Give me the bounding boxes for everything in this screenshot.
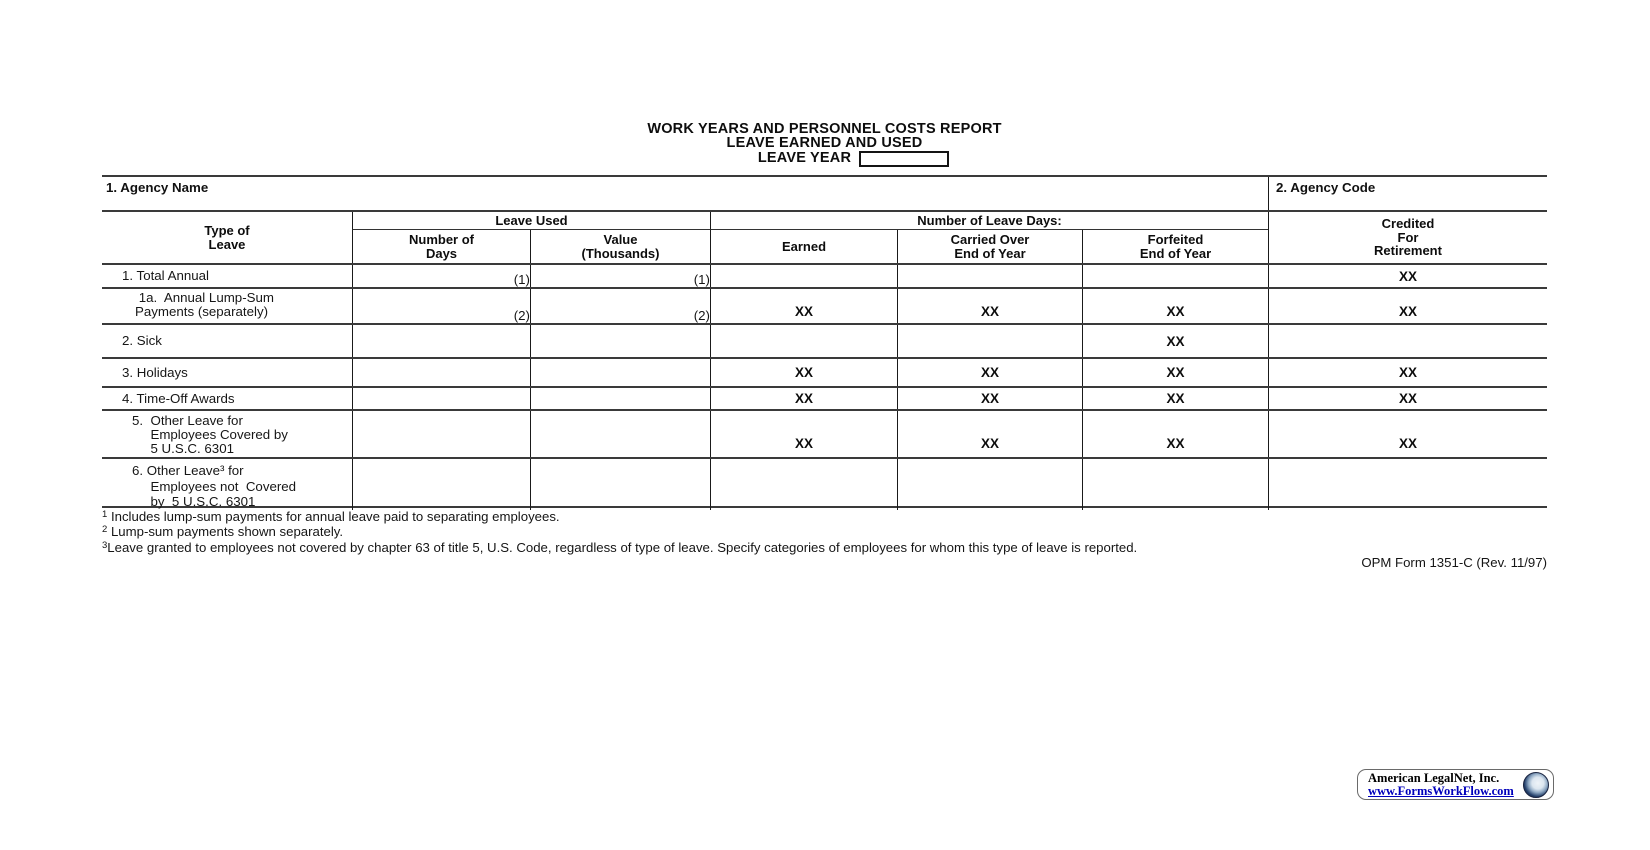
footnote-3-sup: 3 <box>102 539 108 551</box>
row-label: 1a. Annual Lump-Sum Payments (separately… <box>135 290 274 319</box>
cell-value-thousands: (1) <box>530 265 710 287</box>
cell-credited: XX <box>1268 411 1547 457</box>
cell-value-thousands: (2) <box>530 289 710 323</box>
group-header-leave-used: Leave Used <box>352 212 710 230</box>
footnotes: 1 Includes lump-sum payments for annual … <box>102 508 1547 570</box>
cell-credited: XX <box>1268 289 1547 323</box>
agency-row: 1. Agency Name 2. Agency Code <box>102 177 1547 212</box>
col-header-type-of-leave: Type of Leave <box>204 223 250 252</box>
cell-number-of-days[interactable] <box>352 411 530 457</box>
col-header-earned: Earned <box>710 230 897 263</box>
col-header-carried-over: Carried Over End of Year <box>897 230 1082 263</box>
footnote-3: 3Leave granted to employees not covered … <box>102 539 1547 554</box>
cell-forfeited: XX <box>1082 359 1268 386</box>
cell-credited: XX <box>1268 359 1547 386</box>
row-label: 2. Sick <box>122 333 162 348</box>
cell-credited[interactable] <box>1268 325 1547 357</box>
cell-earned[interactable] <box>710 265 897 287</box>
cell-number-of-days[interactable] <box>352 459 530 510</box>
agency-name-label: 1. Agency Name <box>106 180 209 195</box>
cell-number-of-days[interactable] <box>352 388 530 409</box>
cell-earned: XX <box>710 388 897 409</box>
col-header-number-of-days: Number of Days <box>352 230 530 263</box>
form-title-line-2: LEAVE EARNED AND USED <box>726 134 923 151</box>
group-header-leave-days: Number of Leave Days: <box>710 212 1268 230</box>
cell-value-thousands[interactable] <box>530 459 710 510</box>
cell-value-thousands[interactable] <box>530 359 710 386</box>
footnote-1-text: Includes lump-sum payments for annual le… <box>107 509 560 524</box>
cell-carried-over[interactable] <box>897 459 1082 510</box>
cell-value-thousands[interactable] <box>530 388 710 409</box>
table-row-other-leave-covered: 5. Other Leave for Employees Covered by … <box>102 411 1547 459</box>
table-row-time-off-awards: 4. Time-Off Awards XX XX XX XX <box>102 388 1547 411</box>
leave-year-input[interactable] <box>859 150 950 167</box>
footnote-2-sup: 2 <box>102 524 108 536</box>
cell-carried-over: XX <box>897 289 1082 323</box>
col-header-credited-for-retirement: Credited For Retirement <box>1268 212 1547 263</box>
cell-forfeited[interactable] <box>1082 265 1268 287</box>
cell-forfeited[interactable] <box>1082 459 1268 510</box>
cell-credited: XX <box>1268 265 1547 287</box>
cell-forfeited: XX <box>1082 411 1268 457</box>
footnote-1: 1 Includes lump-sum payments for annual … <box>102 508 1547 523</box>
table-row-other-leave-not-covered: 6. Other Leave³ for Employees not Covere… <box>102 459 1547 510</box>
agency-code-label: 2. Agency Code <box>1276 180 1376 195</box>
table-row-annual-lump-sum: 1a. Annual Lump-Sum Payments (separately… <box>102 289 1547 325</box>
leave-year-row: LEAVE YEAR <box>131 149 1576 167</box>
footnote-2: 2 Lump-sum payments shown separately. <box>102 523 1547 538</box>
globe-icon <box>1523 771 1549 798</box>
row-label: 5. Other Leave for Employees Covered by … <box>132 413 288 456</box>
cell-carried-over: XX <box>897 359 1082 386</box>
table-row-sick: 2. Sick XX <box>102 325 1547 359</box>
agency-name-section: 1. Agency Name <box>102 177 1268 210</box>
agency-code-field[interactable] <box>1276 195 1547 205</box>
cell-number-of-days: (2) <box>352 289 530 323</box>
title-block: WORK YEARS AND PERSONNEL COSTS REPORT LE… <box>102 121 1547 167</box>
leave-year-label: LEAVE YEAR <box>757 149 852 166</box>
form-id: OPM Form 1351-C (Rev. 11/97) <box>1361 555 1547 571</box>
cell-forfeited: XX <box>1082 388 1268 409</box>
cell-earned[interactable] <box>710 459 897 510</box>
cell-carried-over[interactable] <box>897 325 1082 357</box>
col-header-forfeited: Forfeited End of Year <box>1082 230 1268 263</box>
footnote-1-sup: 1 <box>102 509 108 520</box>
cell-number-of-days[interactable] <box>352 359 530 386</box>
table-header: Type of Leave Leave Used Number of Leave… <box>102 212 1547 265</box>
cell-number-of-days: (1) <box>352 265 530 287</box>
row-label: 3. Holidays <box>122 364 188 380</box>
leave-table: 1. Agency Name 2. Agency Code Type of Le… <box>102 175 1547 510</box>
vendor-badge: American LegalNet, Inc. www.FormsWorkFlo… <box>1357 769 1554 800</box>
cell-carried-over: XX <box>897 411 1082 457</box>
cell-credited: XX <box>1268 388 1547 409</box>
cell-earned[interactable] <box>710 325 897 357</box>
row-label: 4. Time-Off Awards <box>122 390 235 406</box>
footnote-2-text: Lump-sum payments shown separately. <box>107 524 344 540</box>
vendor-text: American LegalNet, Inc. www.FormsWorkFlo… <box>1358 770 1523 798</box>
cell-earned: XX <box>710 289 897 323</box>
agency-code-section: 2. Agency Code <box>1268 177 1547 210</box>
agency-name-field[interactable] <box>106 195 1268 205</box>
footnote-3-text: Leave granted to employees not covered b… <box>107 539 1138 555</box>
cell-value-thousands[interactable] <box>530 411 710 457</box>
col-header-value-thousands: Value (Thousands) <box>530 230 710 263</box>
row-label: 1. Total Annual <box>122 268 209 283</box>
vendor-link[interactable]: www.FormsWorkFlow.com <box>1368 783 1514 798</box>
cell-forfeited: XX <box>1082 325 1268 357</box>
cell-forfeited: XX <box>1082 289 1268 323</box>
cell-credited[interactable] <box>1268 459 1547 510</box>
cell-number-of-days[interactable] <box>352 325 530 357</box>
cell-earned: XX <box>710 359 897 386</box>
cell-value-thousands[interactable] <box>530 325 710 357</box>
cell-carried-over: XX <box>897 388 1082 409</box>
form-title-line-1: WORK YEARS AND PERSONNEL COSTS REPORT <box>647 121 1002 137</box>
cell-carried-over[interactable] <box>897 265 1082 287</box>
table-row-total-annual: 1. Total Annual (1) (1) XX <box>102 265 1547 289</box>
table-row-holidays: 3. Holidays XX XX XX XX <box>102 359 1547 388</box>
cell-earned: XX <box>710 411 897 457</box>
row-label: 6. Other Leave³ for Employees not Covere… <box>132 463 297 509</box>
vendor-name: American LegalNet, Inc. <box>1368 770 1500 785</box>
